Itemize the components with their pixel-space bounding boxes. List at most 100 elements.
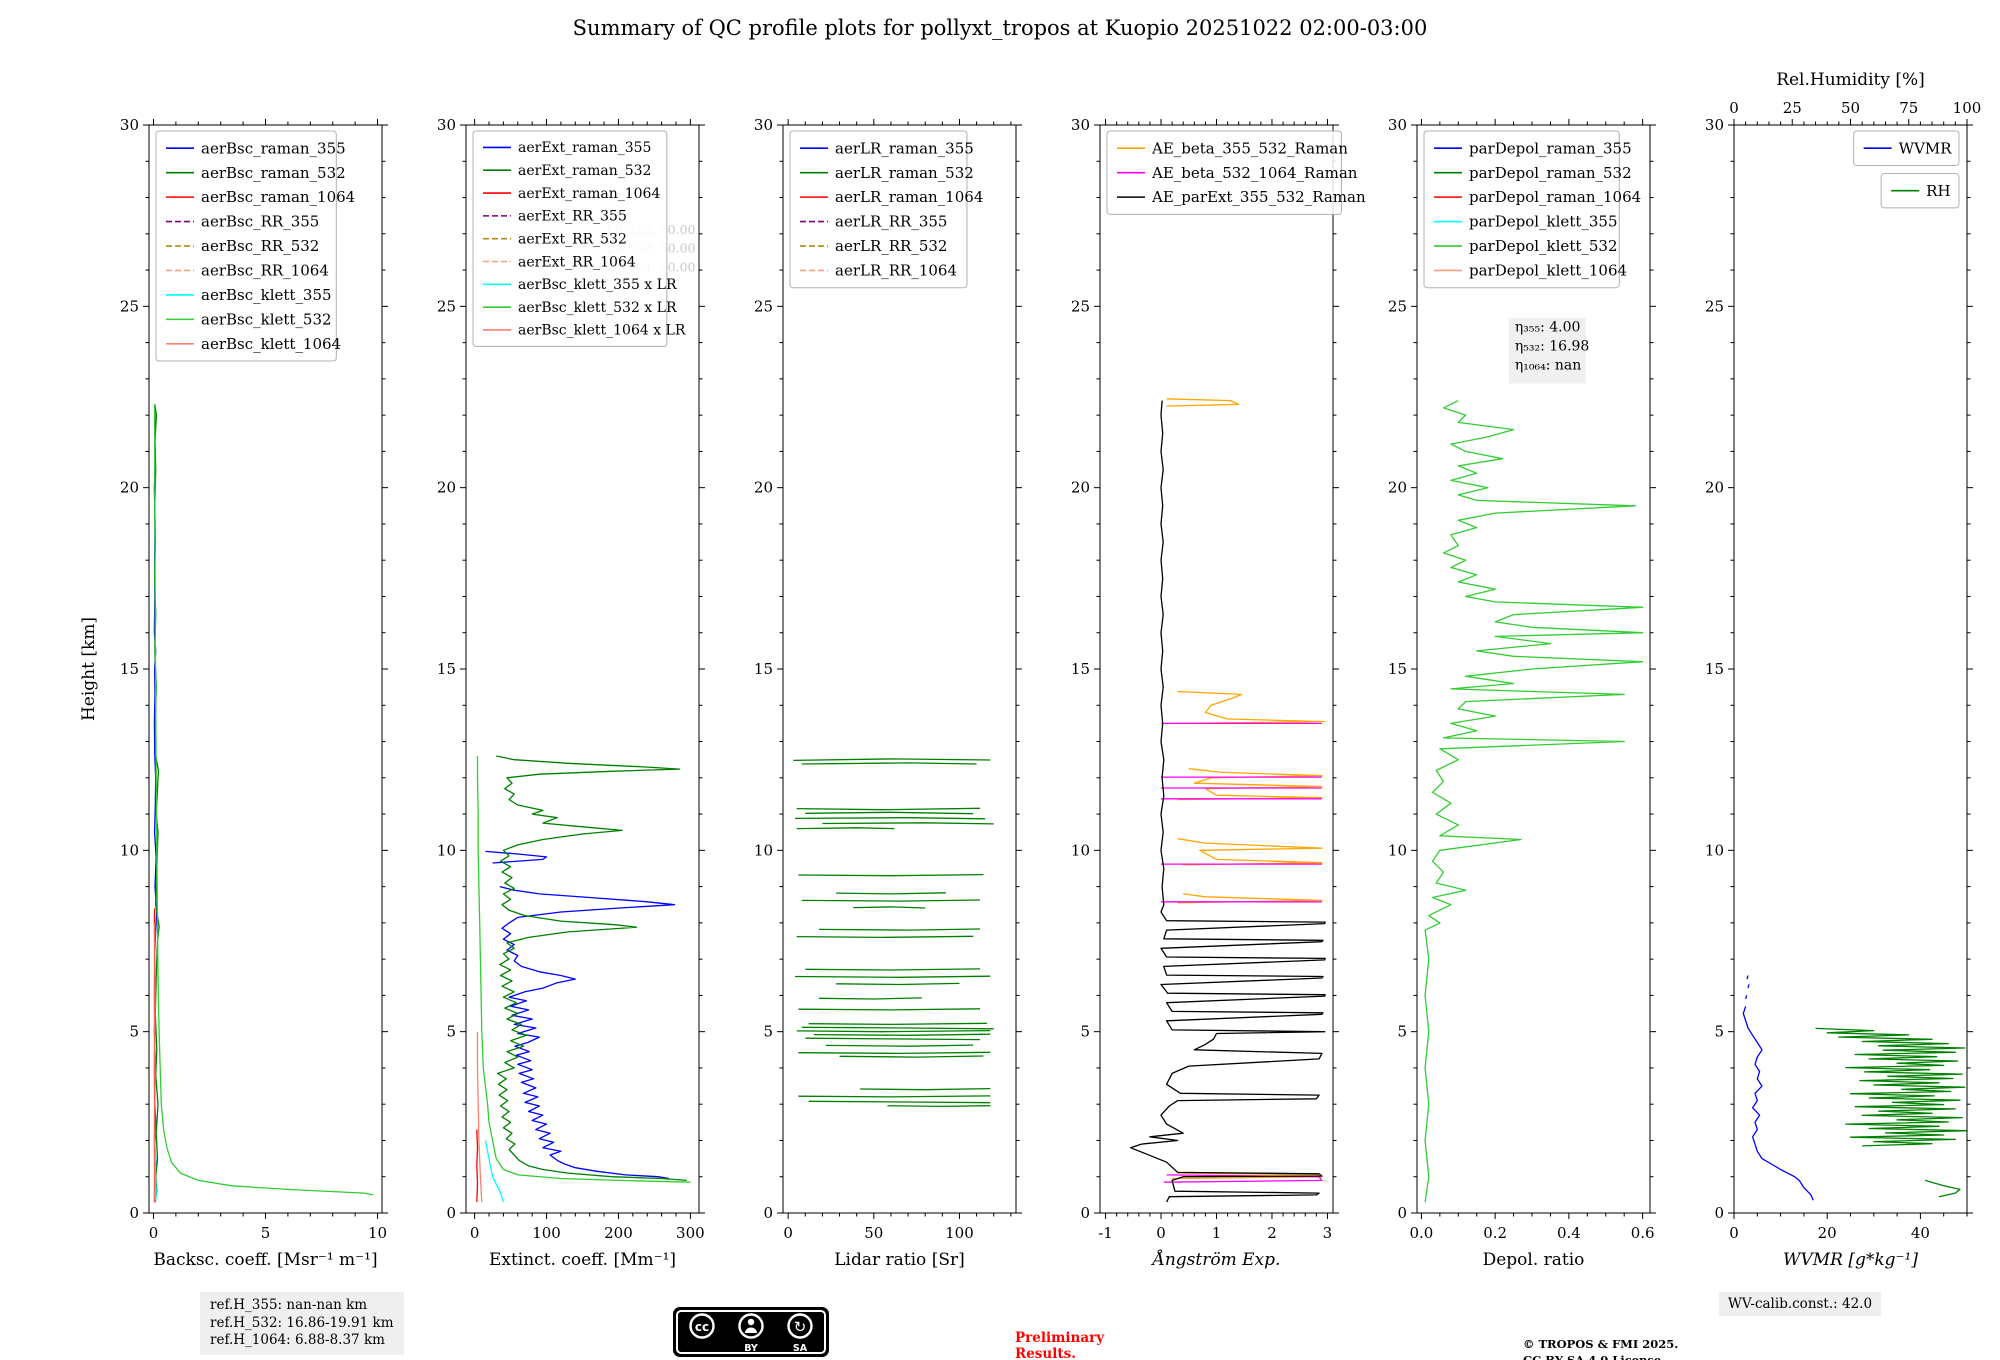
copyright-note: © TROPOS & FMI 2025. CC BY SA 4.0 Licens… bbox=[1523, 1337, 1679, 1360]
legend-label: aerBsc_raman_1064 bbox=[201, 188, 355, 206]
x-axis-label: WVMR [g*kg⁻¹] bbox=[1783, 1250, 1918, 1270]
legend-label: WVMR bbox=[1899, 139, 1953, 157]
legend-label: aerBsc_klett_532 x LR bbox=[518, 300, 677, 316]
ref-height-355: ref.H_355: nan-nan km bbox=[210, 1297, 368, 1313]
y-tick-label: 10 bbox=[1705, 841, 1724, 859]
x-axis-label: Lidar ratio [Sr] bbox=[834, 1250, 964, 1270]
x-tick-label: 40 bbox=[1911, 1224, 1930, 1242]
legend-label: aerBsc_klett_355 bbox=[201, 286, 332, 304]
reference-heights-note: ref.H_355: nan-nan km ref.H_532: 16.86-1… bbox=[200, 1292, 404, 1355]
y-tick-label: 20 bbox=[1388, 479, 1407, 497]
x-tick-label: 300 bbox=[676, 1224, 705, 1242]
y-tick-label: 10 bbox=[1388, 841, 1407, 859]
figure-title: Summary of QC profile plots for pollyxt_… bbox=[572, 16, 1428, 40]
panel-extinction: LR 355: 50.00LR 532: 50.00LR 1064: 50.00… bbox=[437, 116, 705, 1270]
legend-label: parDepol_raman_1064 bbox=[1469, 188, 1641, 206]
x-tick-label: 0.4 bbox=[1557, 1224, 1581, 1242]
legend-label: RH bbox=[1926, 182, 1950, 200]
legend-label: parDepol_raman_355 bbox=[1469, 139, 1632, 157]
legend-label: aerBsc_RR_355 bbox=[201, 213, 319, 231]
series-aerBsc_klett_1064_xLR bbox=[476, 1031, 483, 1203]
legend: RH bbox=[1880, 172, 1960, 209]
y-tick-label: 30 bbox=[120, 116, 139, 134]
y-tick-label: 5 bbox=[129, 1023, 139, 1041]
y-tick-label: 30 bbox=[754, 116, 773, 134]
x-tick-label: 1 bbox=[1212, 1224, 1222, 1242]
y-tick-label: 25 bbox=[437, 297, 456, 315]
series-WVMR bbox=[1742, 975, 1814, 1201]
series-aerExt_raman_532 bbox=[496, 755, 687, 1182]
annotation-text: η₅₃₂: 16.98 bbox=[1515, 339, 1589, 355]
y-tick-label: 25 bbox=[1388, 297, 1407, 315]
y-tick-label: 0 bbox=[1080, 1204, 1090, 1222]
series-aerBsc_klett_355_xLR bbox=[484, 1140, 505, 1203]
annotation-text: η₁₀₆₄: nan bbox=[1515, 358, 1581, 374]
legend-label: aerLR_raman_355 bbox=[835, 139, 974, 157]
axis-ticks bbox=[1094, 119, 1339, 1219]
series-layer bbox=[793, 758, 994, 1108]
top-tick-label: 75 bbox=[1899, 99, 1918, 117]
top-tick-label: 25 bbox=[1783, 99, 1802, 117]
axis-ticks bbox=[460, 119, 705, 1219]
series-aerBsc_klett_532 bbox=[153, 404, 374, 1196]
by-label: BY bbox=[744, 1343, 758, 1354]
x-tick-label: 100 bbox=[945, 1224, 974, 1242]
panel-angstrom: 0 5 10 15 20 25 30 -1 0 1 2 3 Ångström Exp. AE_beta_3… bbox=[1071, 116, 1366, 1270]
wv-calibration-note: WV-calib.const.: 42.0 bbox=[1719, 1292, 1882, 1316]
x-tick-label: 0 bbox=[470, 1224, 480, 1242]
y-tick-label: 20 bbox=[1705, 479, 1724, 497]
axes-frame bbox=[1733, 124, 1968, 1214]
sa-label: SA bbox=[793, 1343, 808, 1354]
ref-height-1064: ref.H_1064: 6.88-8.37 km bbox=[210, 1332, 385, 1349]
x-tick-label: 50 bbox=[864, 1224, 883, 1242]
x-tick-label: 200 bbox=[604, 1224, 633, 1242]
x-tick-label: 5 bbox=[261, 1224, 271, 1242]
x-tick-label: 0.2 bbox=[1483, 1224, 1507, 1242]
legend-label: aerExt_RR_1064 bbox=[518, 254, 636, 270]
series-parDepol_klett_532 bbox=[1424, 400, 1644, 1203]
panel-depol: 0 5 10 15 20 25 30 0.0 0.2 0.4 0.6 Depol. ratio η₃₅₅… bbox=[1388, 116, 1656, 1270]
y-tick-label: 30 bbox=[1071, 116, 1090, 134]
x-tick-label: 0.0 bbox=[1409, 1224, 1433, 1242]
series-AE_beta_532_1064_Raman bbox=[1161, 722, 1323, 1183]
y-tick-label: 25 bbox=[1071, 297, 1090, 315]
y-tick-label: 15 bbox=[1388, 660, 1407, 678]
y-tick-label: 0 bbox=[1397, 1204, 1407, 1222]
legend: AE_beta_355_532_Raman AE_beta_532_1064_Ra… bbox=[1106, 130, 1366, 215]
series-aerLR_raman_532 bbox=[793, 758, 994, 1108]
y-tick-label: 30 bbox=[1705, 116, 1724, 134]
series-RH bbox=[1815, 1027, 1967, 1198]
axis-ticks bbox=[1411, 119, 1656, 1219]
y-tick-label: 15 bbox=[437, 660, 456, 678]
legend-label: parDepol_klett_532 bbox=[1469, 237, 1618, 255]
x-tick-label: 0 bbox=[149, 1224, 159, 1242]
legend-label: parDepol_raman_532 bbox=[1469, 164, 1632, 182]
legend: aerBsc_raman_355 aerBsc_raman_532 aerBsc_r… bbox=[155, 130, 355, 362]
panel-wvmr: 0 5 10 15 20 25 30 0 20 40 0 25 50 75 100 Rel.Humidity … bbox=[1705, 70, 1981, 1270]
x-tick-label: 100 bbox=[532, 1224, 561, 1242]
panel-lidar-ratio: 0 5 10 15 20 25 30 0 50 100 Lidar ratio [Sr] aerLR_… bbox=[754, 116, 1022, 1270]
preliminary-results-note: Preliminary Results. bbox=[1015, 1330, 1105, 1360]
legend-label: aerExt_raman_1064 bbox=[518, 186, 660, 202]
legend-label: AE_parExt_355_532_Raman bbox=[1151, 188, 1366, 206]
x-tick-label: -1 bbox=[1098, 1224, 1113, 1242]
y-tick-label: 25 bbox=[1705, 297, 1724, 315]
legend-label: parDepol_klett_355 bbox=[1469, 213, 1618, 231]
axis-ticks bbox=[777, 119, 1022, 1219]
series-layer bbox=[153, 404, 374, 1203]
svg-text:cc: cc bbox=[695, 1320, 709, 1334]
x-tick-label: 20 bbox=[1818, 1224, 1837, 1242]
y-tick-label: 10 bbox=[437, 841, 456, 859]
x-axis-label: Ångström Exp. bbox=[1151, 1249, 1281, 1270]
series-aerExt_raman_1064 bbox=[476, 1129, 479, 1203]
y-tick-label: 25 bbox=[120, 297, 139, 315]
legend-label: aerLR_RR_532 bbox=[835, 237, 947, 255]
svg-text:↻: ↻ bbox=[794, 1318, 807, 1336]
x-axis-label: Extinct. coeff. [Mm⁻¹] bbox=[489, 1250, 676, 1270]
series-layer bbox=[1129, 398, 1326, 1203]
y-tick-label: 5 bbox=[763, 1023, 773, 1041]
series-layer bbox=[1424, 400, 1644, 1203]
legend-label: aerLR_RR_355 bbox=[835, 213, 947, 231]
